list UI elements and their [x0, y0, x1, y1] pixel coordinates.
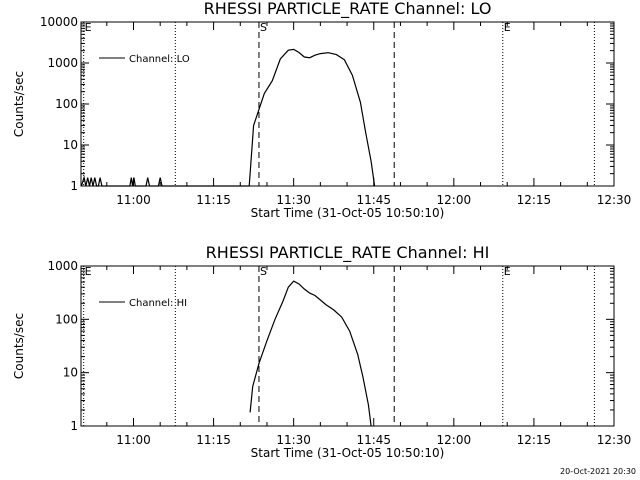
x-tick-label-hi-0: 11:00 — [116, 433, 151, 447]
x-tick-label-hi-6: 12:30 — [597, 433, 632, 447]
x-axis-label-hi: Start Time (31-Oct-05 10:50:10) — [251, 446, 445, 460]
x-tick-label-lo-1: 11:15 — [196, 193, 231, 207]
event-marker-label-hi-4: E — [504, 265, 511, 278]
event-marker-label-hi-0: E — [85, 265, 92, 278]
chart-title-lo: RHESSI PARTICLE_RATE Channel: LO — [204, 0, 492, 19]
x-tick-label-lo-5: 12:15 — [517, 193, 552, 207]
footer-date: 20-Oct-2021 20:30 — [560, 467, 636, 476]
y-tick-label-hi-1: 10 — [63, 366, 78, 380]
x-tick-label-lo-6: 12:30 — [597, 193, 632, 207]
x-tick-label-lo-0: 11:00 — [116, 193, 151, 207]
plot-frame-hi — [80, 265, 615, 427]
y-tick-label-lo-3: 1000 — [47, 56, 78, 70]
x-tick-label-hi-1: 11:15 — [196, 433, 231, 447]
y-tick-label-lo-2: 100 — [55, 97, 78, 111]
chart-title-hi: RHESSI PARTICLE_RATE Channel: HI — [206, 243, 490, 263]
y-tick-label-lo-4: 10000 — [40, 15, 78, 29]
y-tick-label-hi-2: 100 — [55, 312, 78, 326]
legend-label-hi: Channel: HI — [129, 298, 187, 309]
y-tick-label-lo-1: 10 — [63, 138, 78, 152]
event-marker-label-lo-2: S — [260, 21, 267, 34]
x-tick-label-hi-2: 11:30 — [276, 433, 311, 447]
data-series-lo-0 — [80, 48, 376, 187]
legend-label-lo: Channel: LO — [129, 54, 190, 65]
data-series-hi-0 — [249, 280, 372, 427]
x-tick-label-hi-5: 12:15 — [517, 433, 552, 447]
x-tick-label-lo-4: 12:00 — [437, 193, 472, 207]
y-tick-label-hi-0: 1 — [70, 419, 78, 433]
x-tick-label-hi-4: 12:00 — [437, 433, 472, 447]
y-axis-label-hi: Counts/sec — [12, 313, 26, 379]
y-axis-label-lo: Counts/sec — [12, 71, 26, 137]
event-marker-label-lo-4: E — [504, 21, 511, 34]
event-marker-label-lo-0: E — [85, 21, 92, 34]
x-tick-label-lo-2: 11:30 — [276, 193, 311, 207]
event-marker-label-hi-2: S — [260, 265, 267, 278]
x-axis-label-lo: Start Time (31-Oct-05 10:50:10) — [251, 206, 445, 220]
y-tick-label-lo-0: 1 — [70, 179, 78, 193]
plot-frame-lo — [80, 21, 615, 187]
x-tick-label-lo-3: 11:45 — [356, 193, 391, 207]
x-tick-label-hi-3: 11:45 — [356, 433, 391, 447]
y-tick-label-hi-3: 1000 — [47, 259, 78, 273]
